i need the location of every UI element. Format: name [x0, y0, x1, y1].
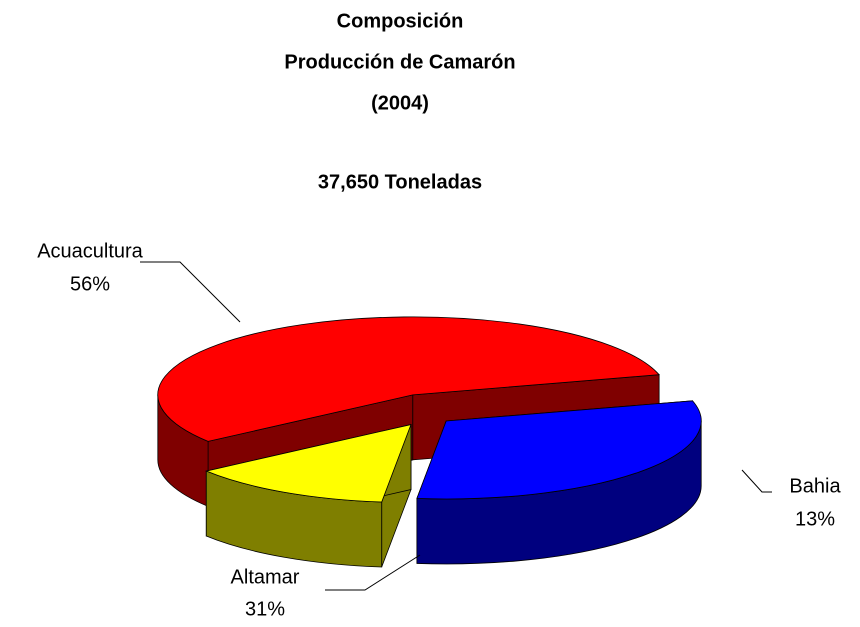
leader-line — [140, 261, 241, 323]
chart-subtitle: 37,650 Toneladas — [318, 171, 482, 193]
leader-line — [325, 554, 421, 591]
slice-label: Acuacultura — [37, 240, 143, 262]
slice-label: Altamar — [231, 566, 300, 588]
chart-title: Producción de Camarón — [284, 51, 515, 73]
slice-value-label: 56% — [70, 273, 110, 295]
leader-line — [741, 469, 772, 493]
slice — [157, 316, 660, 442]
slice-value-label: 13% — [795, 508, 835, 530]
slice — [416, 400, 702, 500]
chart-title: Composición — [337, 10, 464, 32]
slice-value-label: 31% — [245, 598, 285, 620]
slice — [204, 423, 412, 503]
chart-title: (2004) — [371, 92, 429, 114]
slice-label: Bahia — [789, 475, 841, 497]
